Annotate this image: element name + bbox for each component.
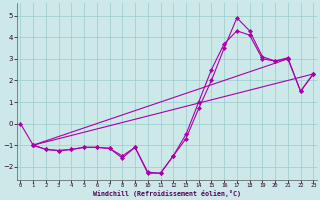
X-axis label: Windchill (Refroidissement éolien,°C): Windchill (Refroidissement éolien,°C)	[93, 190, 241, 197]
